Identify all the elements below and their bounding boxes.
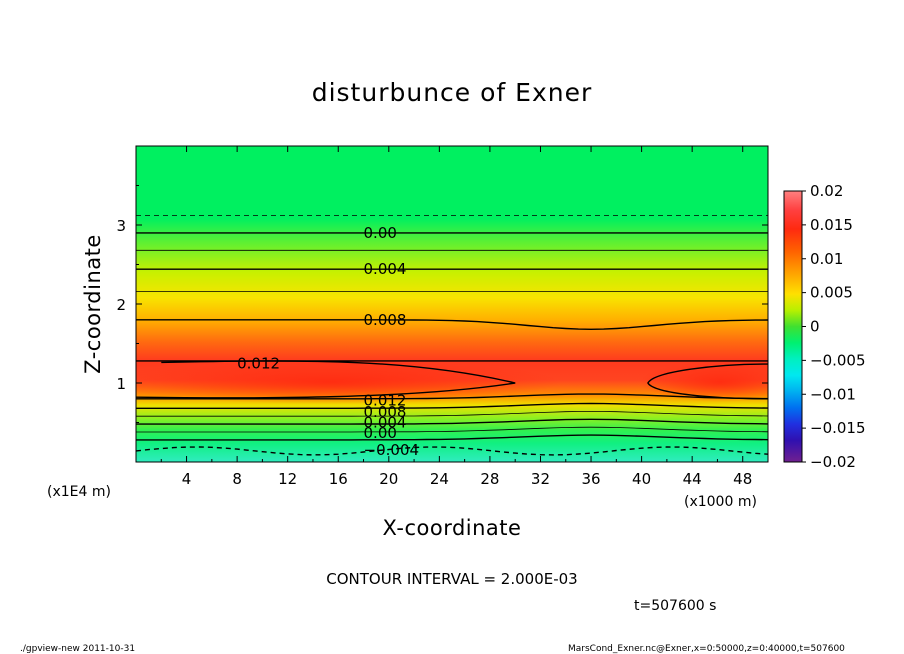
time-label: t=507600 s [634,598,716,614]
x-tick-label: 48 [733,470,752,488]
contour-line [136,426,768,433]
y-axis: 1 2 3 [116,185,768,423]
x-unit-label: (x1000 m) [684,494,757,510]
x-tick-label: 36 [581,470,600,488]
x-tick-label: 32 [531,470,550,488]
contour-interval: CONTOUR INTERVAL = 2.000E-03 [326,570,577,588]
contour-line [136,446,768,456]
x-tick-label: 4 [182,470,192,488]
cool-region [482,438,698,462]
contour-line [136,402,768,409]
contour-label: 0.012 [237,354,280,372]
colorbar-label: −0.005 [810,351,866,369]
x-tick-label: 28 [480,470,499,488]
colorbar-label: 0 [810,318,820,336]
contour-label: 0.004 [364,260,407,278]
x-tick-label: 44 [683,470,702,488]
colorbar [783,190,803,463]
y-tick-label: 1 [116,375,126,393]
y-unit-label: (x1E4 m) [47,484,111,500]
x-tick-label: 12 [278,470,297,488]
x-tick-label: 8 [232,470,242,488]
y-axis-label: Z-coordinate [81,234,105,374]
contour-label: 0.00 [364,424,397,442]
colorbar-label: −0.015 [810,419,866,437]
contour-label: −0.004 [364,441,420,459]
colorbar-label: −0.02 [810,453,856,471]
contour-line [136,393,768,400]
contour-line [136,418,768,425]
contour-label: 0.008 [364,403,407,421]
y-tick-label: 3 [116,217,126,235]
y-tick-label: 2 [116,296,126,314]
contour-label: 0.008 [364,311,407,329]
footer-left: ./gpview-new 2011-10-31 [20,644,135,654]
colorbar-label: 0.01 [810,250,843,268]
x-axis: 4 8 12 16 20 24 28 32 36 40 44 48 [160,146,752,488]
x-tick-label: 24 [430,470,449,488]
footer-right: MarsCond_Exner.nc@Exner,x=0:50000,z=0:40… [568,644,845,654]
contour-label: 0.00 [364,224,397,242]
x-tick-label: 40 [632,470,651,488]
contour-labels: 0.000.0040.0080.0120.0120.0080.0040.00−0… [237,224,420,459]
plot-field: 0.000.0040.0080.0120.0120.0080.0040.00−0… [136,146,768,462]
colorbar-label: −0.01 [810,385,856,403]
colorbar-label: 0.02 [810,182,843,200]
contour-label: 0.012 [364,391,407,409]
contour-label: 0.004 [364,414,407,432]
chart-title: disturbunce of Exner [312,78,593,107]
x-axis-label: X-coordinate [383,516,522,540]
x-tick-label: 20 [379,470,398,488]
x-tick-label: 16 [329,470,348,488]
contour-cell-right [647,363,768,400]
contour-line [136,319,768,331]
colorbar-labels: 0.02 0.015 0.01 0.005 0 −0.005 −0.01 −0.015 −0.0… [802,182,866,471]
colorbar-label: 0.015 [810,216,853,234]
contour-lines [136,215,768,456]
contour-cell-left [136,360,516,399]
field-gradient [136,146,768,462]
colorbar-label: 0.005 [810,284,853,302]
contour-line [136,434,768,441]
contour-line [136,410,768,417]
